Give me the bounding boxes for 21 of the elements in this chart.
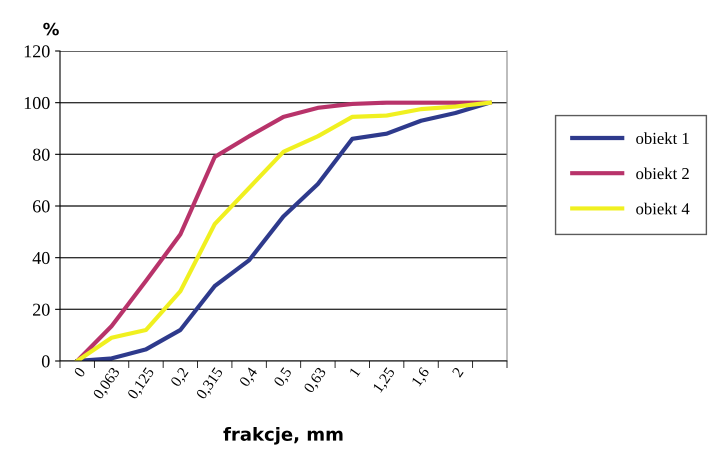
y-tick-label: 0 <box>42 355 50 368</box>
x-tick-label: 0,5 <box>273 366 294 388</box>
legend-label: obiekt 1 <box>636 132 689 144</box>
y-tick-label: 40 <box>32 252 50 264</box>
y-tick-label: 120 <box>24 45 50 58</box>
y-tick-label: 60 <box>33 200 50 212</box>
x-tick-label: 1 <box>349 366 360 378</box>
x-tick-label: 0,4 <box>238 366 260 388</box>
legend-label: obiekt 4 <box>636 202 690 214</box>
x-tick-label: 0,63 <box>303 366 328 395</box>
line-series <box>75 100 492 361</box>
y-tick-label: 20 <box>33 304 50 316</box>
x-tick-label: 0 <box>74 366 86 378</box>
legend-label: obiekt 2 <box>636 167 689 180</box>
x-tick-label: 0,2 <box>170 366 190 388</box>
y-tick-label: 80 <box>32 148 50 161</box>
x-tick-label: 2 <box>452 366 464 378</box>
y-tick-label: 100 <box>24 96 50 110</box>
x-tick-label: 1,6 <box>411 366 432 388</box>
y-axis-title: % <box>43 22 59 36</box>
x-axis-title: frakcje, mm <box>223 426 343 445</box>
